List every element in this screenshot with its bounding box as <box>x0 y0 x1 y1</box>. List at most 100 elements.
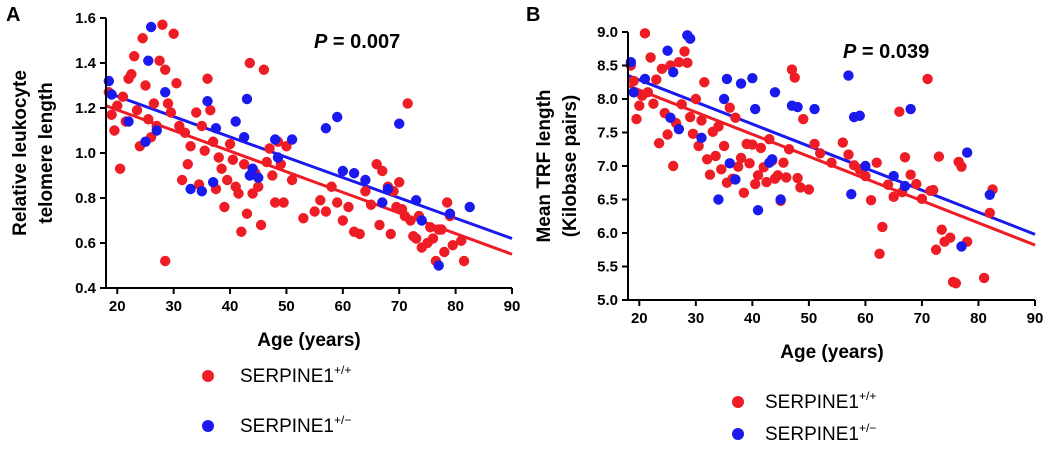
data-point <box>814 148 826 159</box>
data-point <box>436 224 447 235</box>
data-point <box>795 182 806 193</box>
data-point <box>238 159 250 170</box>
legend-marker-heterozygous <box>202 420 214 432</box>
data-point <box>642 87 653 98</box>
y-tick-label: 7.0 <box>597 158 618 175</box>
data-point <box>269 197 281 208</box>
data-point <box>343 201 354 213</box>
data-point <box>961 147 973 158</box>
data-point <box>749 103 761 115</box>
data-point <box>984 207 995 219</box>
data-point <box>236 226 247 237</box>
data-point <box>255 219 267 231</box>
x-axis-label: Age (years) <box>257 330 361 351</box>
data-point <box>911 178 922 190</box>
data-point <box>662 45 673 56</box>
x-tick-label: 90 <box>504 298 521 315</box>
data-point <box>653 138 665 149</box>
data-point <box>809 138 820 150</box>
panel-a: A 20 30 40 50 60 70 80 90 0.4 0.6 0.8 1.0 1.2 1.4 1.6 Ag… <box>6 4 520 437</box>
data-point <box>933 151 945 162</box>
legend-label-heterozygous: SERPINE1+/− <box>765 421 876 445</box>
data-point <box>673 123 685 135</box>
data-point <box>331 111 343 123</box>
data-point <box>679 46 690 57</box>
data-point <box>803 184 815 195</box>
series-heterozygous <box>103 21 475 271</box>
data-point <box>696 115 707 126</box>
data-point <box>682 57 693 69</box>
data-point <box>792 101 803 113</box>
data-point <box>374 219 385 231</box>
data-point <box>713 121 724 132</box>
data-point <box>693 140 704 152</box>
p-value-annotation: P = 0.007 <box>314 31 400 53</box>
data-point <box>860 160 871 172</box>
data-point <box>673 56 685 68</box>
data-point <box>766 154 778 165</box>
data-point <box>196 120 208 132</box>
data-point <box>207 136 219 147</box>
legend-marker-wildtype <box>732 396 744 408</box>
data-point <box>337 215 349 226</box>
series-heterozygous <box>625 30 995 252</box>
data-point <box>298 213 309 224</box>
data-point <box>213 152 224 163</box>
data-point <box>704 169 716 180</box>
data-point <box>160 87 171 98</box>
regression-line-heterozygous <box>627 74 1036 236</box>
data-point <box>744 158 755 169</box>
data-point <box>668 160 679 172</box>
data-point <box>860 170 871 182</box>
data-point <box>126 69 137 80</box>
data-point <box>837 137 849 148</box>
data-point <box>179 127 191 138</box>
data-point <box>978 272 990 284</box>
data-point <box>724 102 735 113</box>
data-point <box>464 201 475 213</box>
x-axis-label: Age (years) <box>780 342 884 363</box>
data-point <box>628 75 639 87</box>
data-point <box>738 187 750 198</box>
data-point <box>385 228 396 240</box>
panel-b: B 20 30 40 50 60 70 80 90 5.0 5.5 6.0 6.5 7.0 7.5 8.0 8.… <box>526 4 1043 445</box>
data-point <box>241 93 253 105</box>
data-point <box>645 52 656 63</box>
data-point <box>320 123 332 134</box>
legend-label-wildtype: SERPINE1+/+ <box>240 363 351 387</box>
data-point <box>160 64 171 75</box>
data-point <box>410 195 422 206</box>
y-tick-label: 1.2 <box>75 100 96 117</box>
data-point <box>222 174 233 186</box>
data-point <box>309 206 320 217</box>
data-point <box>176 174 188 186</box>
data-point <box>128 51 140 62</box>
data-point <box>928 184 939 196</box>
data-point <box>394 177 405 188</box>
data-point <box>148 98 160 109</box>
x-tick-label: 50 <box>278 298 295 315</box>
x-tick-label: 50 <box>801 310 818 327</box>
p-value-annotation: P = 0.039 <box>843 41 929 63</box>
data-point <box>253 181 264 192</box>
data-point <box>789 72 800 83</box>
data-point <box>331 197 343 208</box>
x-tick-label: 40 <box>744 310 761 327</box>
data-point <box>775 194 786 205</box>
data-point <box>402 98 413 109</box>
data-point <box>377 197 388 208</box>
data-point <box>112 100 123 111</box>
data-point <box>160 255 171 267</box>
data-point <box>269 134 281 145</box>
data-point <box>394 118 405 129</box>
data-point <box>109 125 120 136</box>
data-point <box>196 186 208 197</box>
data-point <box>699 77 710 88</box>
data-point <box>137 33 148 44</box>
data-point <box>826 157 837 168</box>
data-point <box>140 136 151 147</box>
data-point <box>905 169 916 180</box>
data-point <box>724 158 735 169</box>
data-point <box>843 149 854 160</box>
